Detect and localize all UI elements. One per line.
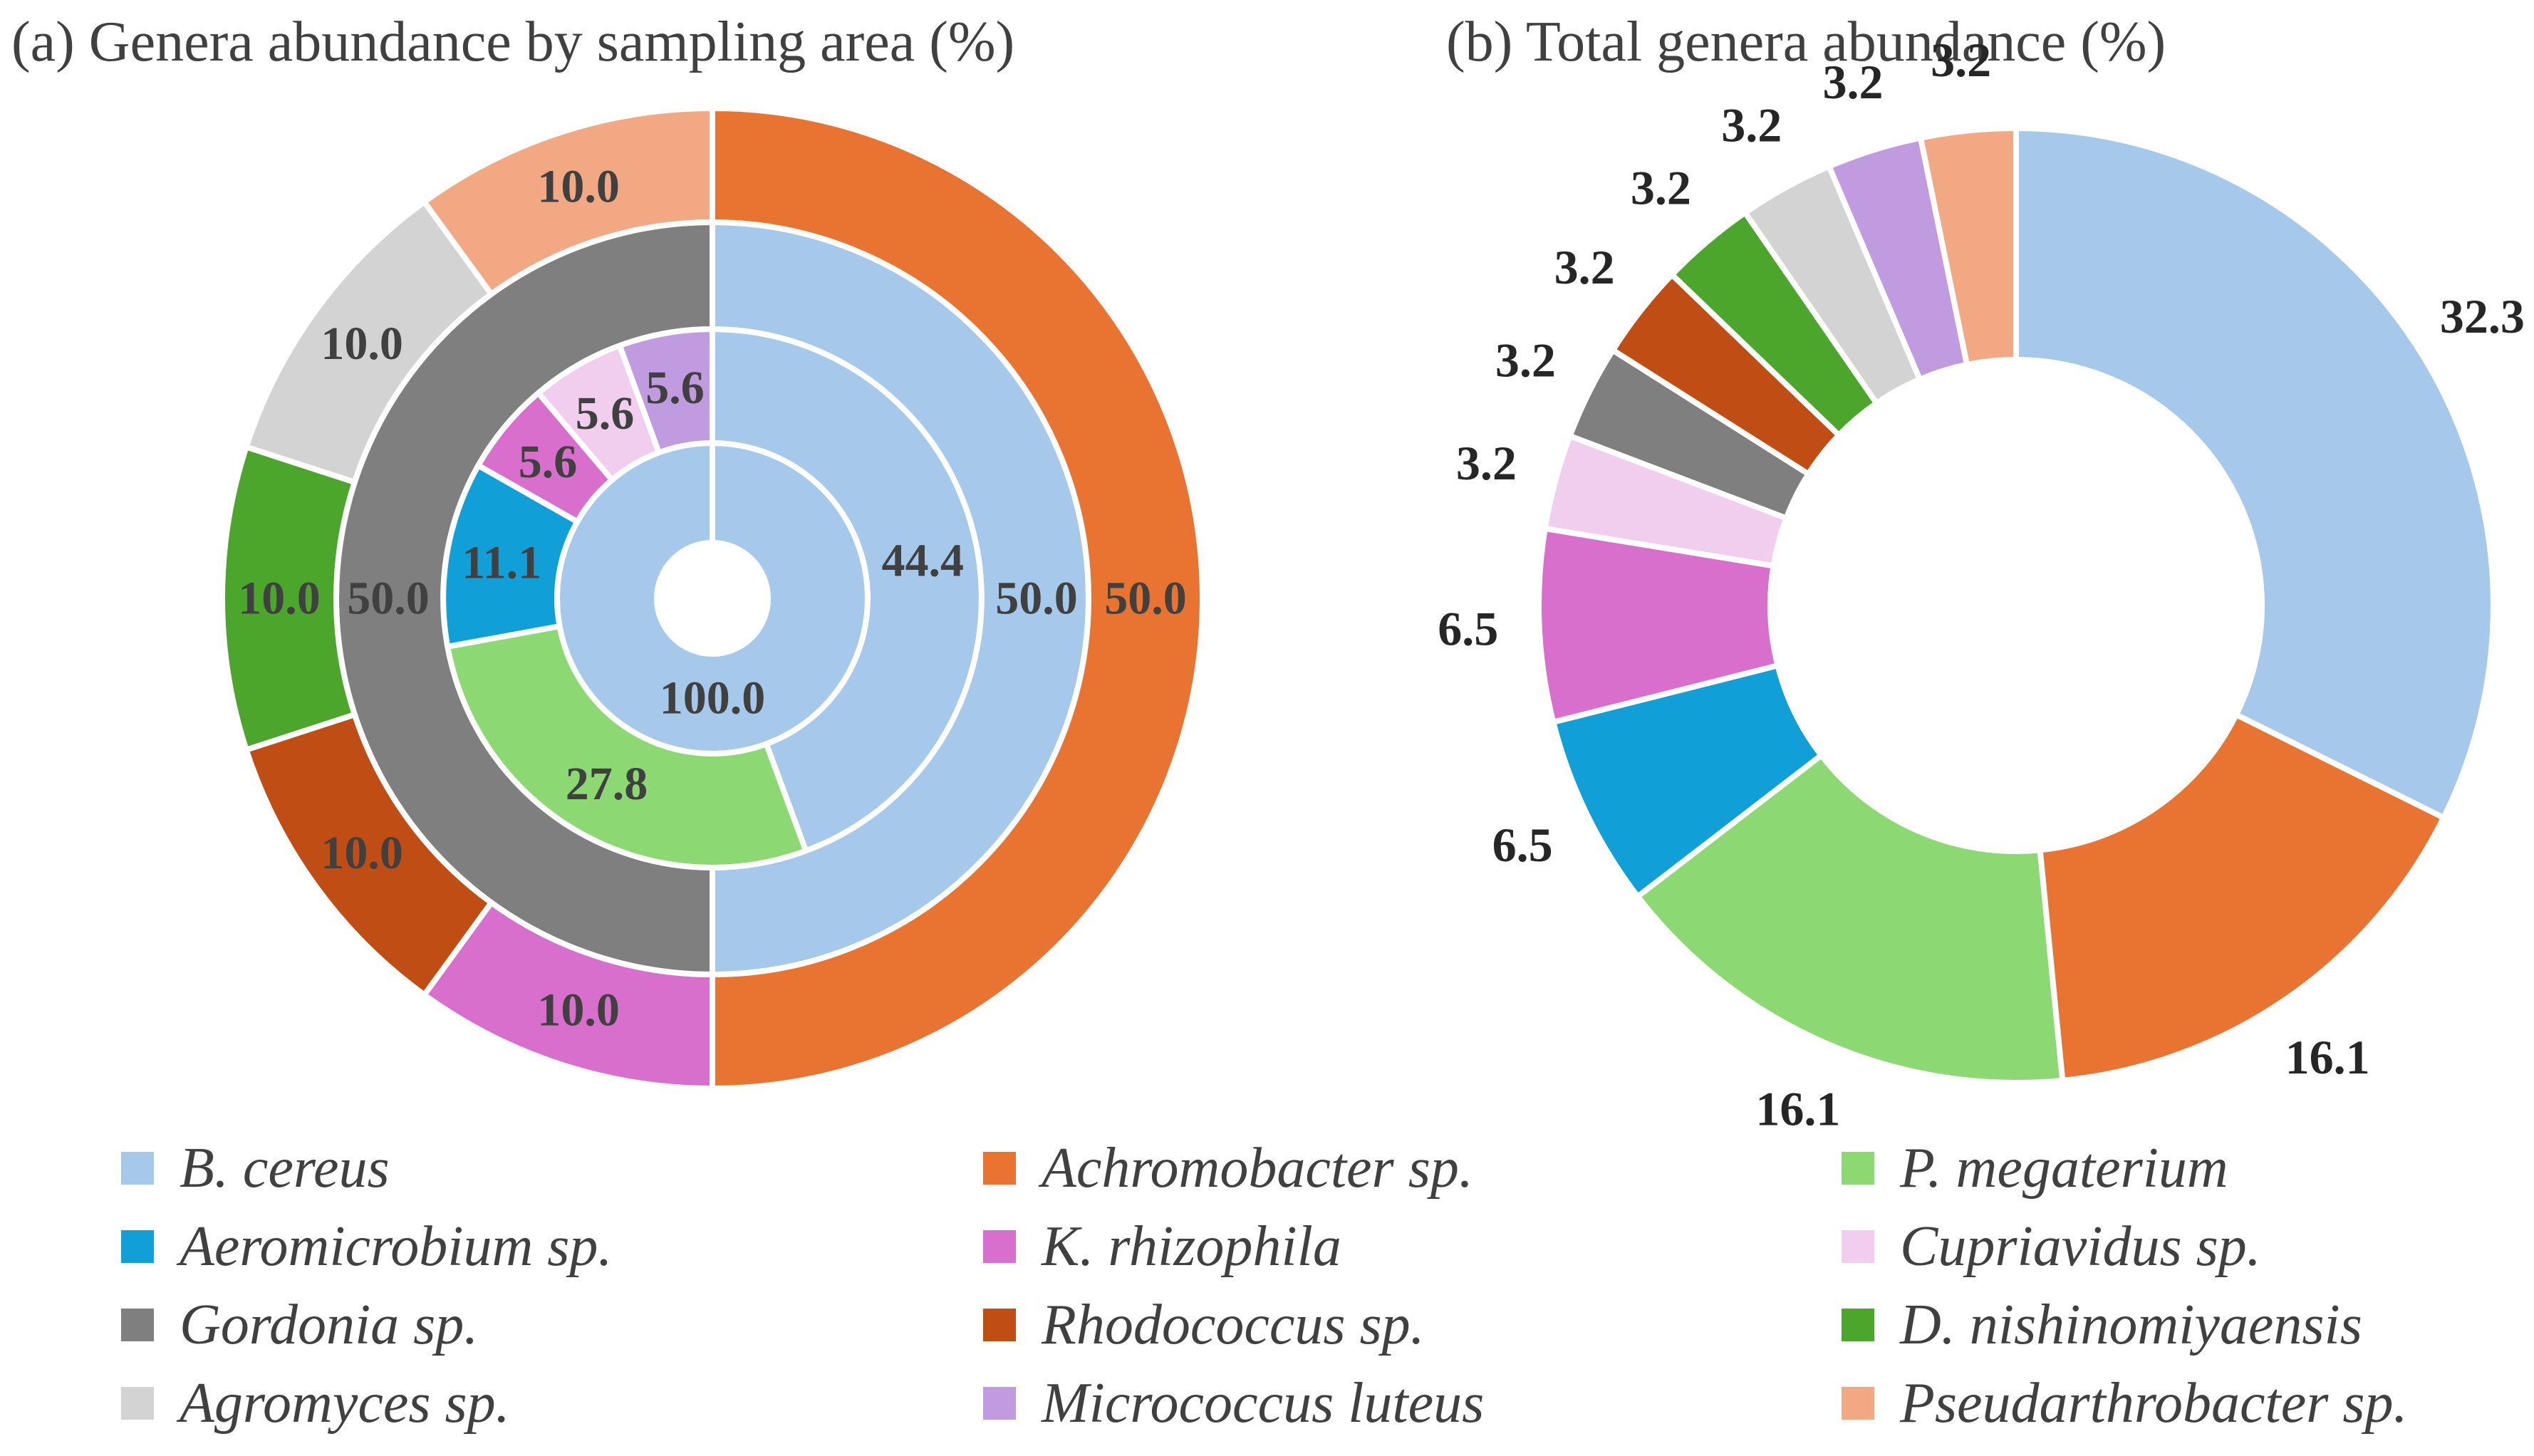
chart-b-label-k-rhizophila: 6.5 — [1438, 602, 1498, 656]
chart-a-middle-label-cupriavidus-sp: 5.6 — [576, 388, 635, 440]
chart-a-outer-slice-pseudarthrobacter-sp — [421, 105, 715, 297]
legend-swatch — [121, 1387, 154, 1420]
legend-label: Rhodococcus sp. — [1042, 1293, 1425, 1356]
legend-item-achromobacter-sp: Achromobacter sp. — [983, 1129, 1473, 1207]
charts-canvas: 100.044.427.811.15.65.6 5.650.050.0 50.010… — [222, 32, 2525, 1125]
chart-a-outer-middle-label-gordonia-sp: 50.0 — [347, 573, 430, 625]
chart-a-outer-slice-achromobacter-sp — [710, 105, 1205, 1091]
chart-a-outer-label-rhodococcus-sp: 10.0 — [321, 827, 403, 879]
legend-swatch — [983, 1387, 1016, 1420]
chart-a-outer-label-d-nishinomiyaensis: 10.0 — [238, 573, 321, 625]
legend-item-b-cereus: B. cereus — [121, 1129, 390, 1207]
legend-swatch — [983, 1230, 1016, 1263]
legend-label: D. nishinomiyaensis — [1900, 1293, 2362, 1356]
chart-b-label-achromobacter-sp: 16.1 — [2285, 1030, 2370, 1084]
chart-b-label-agromyces-sp: 3.2 — [1721, 98, 1782, 152]
chart-b-label-cupriavidus-sp: 3.2 — [1456, 436, 1517, 490]
legend-label: Cupriavidus sp. — [1900, 1215, 2261, 1278]
legend-item-d-nishinomiyaensis: D. nishinomiyaensis — [1842, 1286, 2362, 1364]
chart-a-middle-label-k-rhizophila: 5.6 — [519, 436, 578, 488]
chart-b-slice-b-cereus — [2013, 125, 2496, 821]
legend-item-agromyces-sp: Agromyces sp. — [121, 1364, 510, 1442]
chart-a-outer-label-k-rhizophila: 10.0 — [537, 984, 620, 1036]
chart-a-outer-label-achromobacter-sp: 50.0 — [1104, 573, 1187, 625]
legend-label: Agromyces sp. — [180, 1371, 510, 1435]
legend-item-cupriavidus-sp: Cupriavidus sp. — [1842, 1207, 2261, 1286]
chart-b-label-pseudarthrobacter-sp: 3.2 — [1931, 33, 1991, 87]
legend-swatch — [983, 1152, 1016, 1185]
legend-item-p-megaterium: P. megaterium — [1842, 1129, 2228, 1207]
legend-label: Achromobacter sp. — [1042, 1136, 1473, 1200]
legend-item-micrococcus-luteus: Micrococcus luteus — [983, 1364, 1484, 1442]
chart-b-title: (b) Total genera abundance (%) — [1446, 11, 2166, 73]
chart-b-label-micrococcus-luteus: 3.2 — [1823, 55, 1884, 109]
legend-label: P. megaterium — [1900, 1136, 2228, 1200]
chart-b-label-gordonia-sp: 3.2 — [1495, 333, 1556, 388]
chart-a-outer-label-pseudarthrobacter-sp: 10.0 — [537, 160, 620, 212]
chart-b-label-rhodococcus-sp: 3.2 — [1554, 240, 1615, 294]
chart-a-title: (a) Genera abundance by sampling area (%… — [11, 11, 1015, 73]
legend-label: Pseudarthrobacter sp. — [1900, 1371, 2408, 1435]
legend-swatch — [1842, 1152, 1874, 1185]
legend-item-rhodococcus-sp: Rhodococcus sp. — [983, 1286, 1425, 1364]
legend-item-pseudarthrobacter-sp: Pseudarthrobacter sp. — [1842, 1364, 2408, 1442]
legend-label: Gordonia sp. — [180, 1293, 479, 1356]
legend-swatch — [121, 1152, 154, 1185]
chart-b-slice-p-megaterium — [1634, 752, 2066, 1086]
chart-b-slice-pseudarthrobacter-sp — [1918, 125, 2019, 368]
chart-a-middle-label-b-cereus: 44.4 — [882, 535, 965, 587]
chart-a-middle-label-micrococcus-luteus: 5.6 — [645, 362, 705, 414]
legend-swatch — [1842, 1230, 1874, 1263]
legend-label: Micrococcus luteus — [1042, 1371, 1485, 1435]
legend-swatch — [1842, 1309, 1874, 1341]
legend-item-aeromicrobium-sp: Aeromicrobium sp. — [121, 1207, 612, 1286]
legend-swatch — [983, 1309, 1016, 1341]
legend-label: Aeromicrobium sp. — [180, 1215, 613, 1278]
chart-a-middle-label-p-megaterium: 27.8 — [566, 758, 648, 810]
legend-item-gordonia-sp: Gordonia sp. — [121, 1286, 478, 1364]
chart-b-label-aeromicrobium-sp: 6.5 — [1492, 818, 1553, 872]
chart-b-label-b-cereus: 32.3 — [2440, 289, 2525, 343]
chart-b-label-p-megaterium: 16.1 — [1755, 1082, 1840, 1125]
chart-a-middle-label-aeromicrobium-sp: 11.1 — [462, 536, 541, 588]
legend-swatch — [1842, 1387, 1874, 1420]
legend-swatch — [121, 1309, 154, 1341]
chart-a-outer-middle-label-b-cereus: 50.0 — [995, 573, 1078, 625]
legend-label: K. rhizophila — [1042, 1215, 1341, 1278]
chart-b-slice-achromobacter-sp — [2037, 712, 2447, 1083]
legend: B. cereus Achromobacter sp. P. megaterium A… — [121, 1129, 2529, 1435]
chart-a-outer-label-agromyces-sp: 10.0 — [321, 318, 403, 370]
chart-a-inner-label-b-cereus: 100.0 — [660, 672, 766, 724]
legend-item-k-rhizophila: K. rhizophila — [983, 1207, 1341, 1286]
chart-b-label-d-nishinomiyaensis: 3.2 — [1631, 160, 1691, 214]
legend-label: B. cereus — [180, 1136, 390, 1200]
legend-swatch — [121, 1230, 154, 1263]
